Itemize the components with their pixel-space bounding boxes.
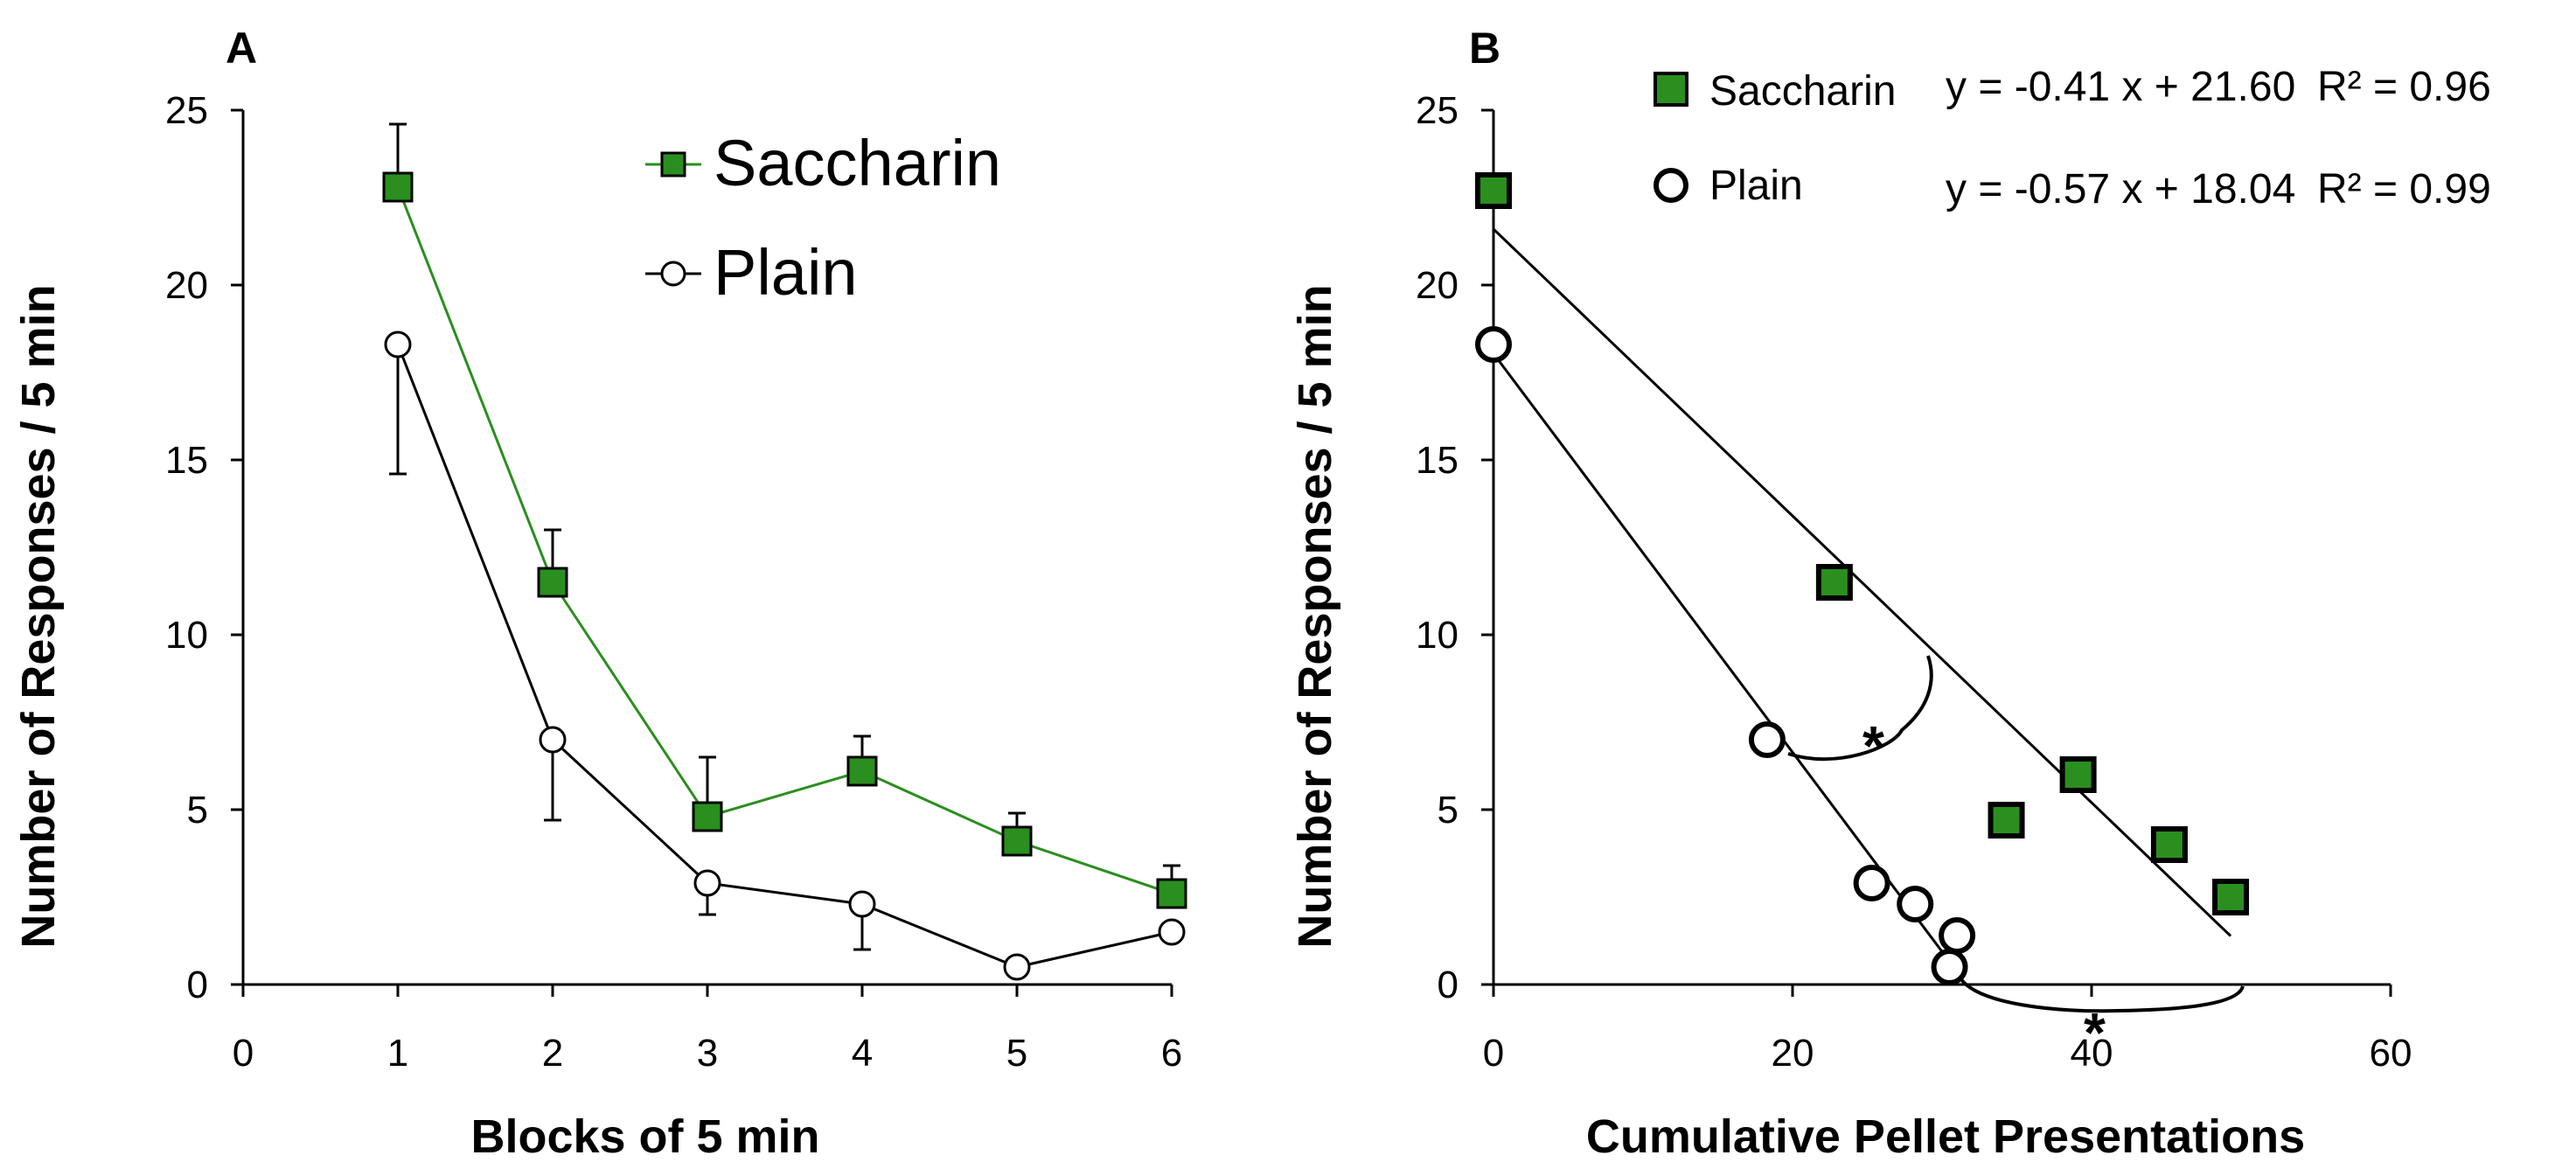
- legend-b-plain-equation: y = -0.57 x + 18.04: [1946, 166, 2295, 212]
- panel-a-y-tick-label: 5: [187, 789, 208, 832]
- panel-a-x-tick-label: 0: [233, 1032, 254, 1075]
- panel-b-y-tick-label: 15: [1416, 439, 1459, 482]
- panel-a-x-tick-label: 4: [852, 1032, 873, 1075]
- panel-a-letter: A: [226, 24, 257, 73]
- panel-b-y-tick-label: 0: [1438, 964, 1459, 1006]
- panel-a-point-plain: [848, 890, 876, 918]
- panel-a-point-saccharin: [1156, 878, 1187, 909]
- legend-saccharin-marker: [660, 151, 686, 177]
- panel-a: A Blocks of 5 min Number of Responses / …: [12, 24, 1187, 1163]
- legend-b-plain-r2: R² = 0.99: [2317, 166, 2491, 212]
- panel-a-y-tick-label: 20: [165, 264, 208, 307]
- panel-a-y-tick-label: 25: [165, 89, 208, 132]
- panel-b-legend: Saccharin y = -0.41 x + 21.60 R² = 0.96 …: [1654, 64, 2491, 212]
- legend-b-plain-marker: [1654, 168, 1688, 203]
- panel-b-fit-line-saccharin: [1492, 227, 2232, 937]
- panel-a-point-plain: [539, 726, 567, 754]
- panel-b-y-axis-title: Number of Responses / 5 min: [1289, 284, 1341, 948]
- panel-a-x-tick-label: 1: [387, 1032, 408, 1075]
- panel-a-series-line-plain: [396, 344, 1173, 969]
- panel-b-x-tick-label: 60: [2370, 1032, 2412, 1075]
- panel-a-point-saccharin: [382, 171, 414, 203]
- panel-b-point-saccharin: [1988, 802, 2025, 838]
- panel-a-point-saccharin: [846, 755, 878, 787]
- panel-b: B Cumulative Pellet Presentations Number…: [1289, 24, 2491, 1163]
- legend-b-saccharin-r2: R² = 0.96: [2317, 64, 2491, 110]
- panel-a-legend: Saccharin Plain: [645, 127, 1001, 309]
- panel-b-point-plain: [1897, 886, 1934, 922]
- legend-plain-label: Plain: [714, 236, 858, 309]
- panel-b-point-plain: [1853, 865, 1890, 901]
- legend-b-saccharin-label: Saccharin: [1709, 68, 1896, 115]
- panel-b-point-plain: [1931, 949, 1968, 985]
- significance-bracket-upper: [1787, 655, 1933, 762]
- panel-b-y-tick-label: 25: [1416, 89, 1459, 132]
- legend-b-saccharin-equation: y = -0.41 x + 21.60: [1946, 64, 2295, 110]
- panel-b-x-tick-label: 0: [1483, 1032, 1504, 1075]
- panel-a-series-line-saccharin: [396, 186, 1173, 895]
- panel-b-point-saccharin: [1815, 564, 1853, 601]
- panel-a-x-tick-label: 2: [542, 1032, 563, 1075]
- panel-b-y-tick-label: 20: [1416, 264, 1459, 307]
- panel-b-x-axis-title: Cumulative Pellet Presentations: [1586, 1110, 2305, 1163]
- panel-b-y-tick-label: 10: [1416, 614, 1459, 657]
- panel-a-point-saccharin: [537, 567, 568, 598]
- panel-a-y-tick-label: 15: [165, 439, 208, 482]
- legend-b-plain-label: Plain: [1709, 163, 1803, 209]
- panel-b-point-plain: [1748, 721, 1786, 758]
- panel-b-point-plain: [1475, 326, 1512, 363]
- panel-b-x-tick-label: 40: [2071, 1032, 2113, 1075]
- panel-b-point-saccharin: [2059, 756, 2097, 793]
- panel-b-letter: B: [1469, 24, 1500, 73]
- panel-b-y-tick-label: 5: [1438, 789, 1459, 832]
- legend-b-saccharin-marker: [1654, 72, 1688, 107]
- panel-a-x-tick-label: 6: [1161, 1032, 1182, 1075]
- panel-a-x-axis-title: Blocks of 5 min: [470, 1110, 819, 1163]
- significance-star-lower: *: [2084, 1001, 2106, 1064]
- panel-b-x-tick-label: 20: [1772, 1032, 1814, 1075]
- panel-a-point-plain: [1158, 918, 1186, 946]
- panel-a-point-saccharin: [692, 801, 723, 832]
- panel-b-significance: * *: [1787, 655, 2245, 1064]
- panel-a-y-tick-label: 10: [165, 614, 208, 657]
- panel-a-point-saccharin: [1001, 825, 1033, 857]
- panel-b-point-saccharin: [2212, 879, 2250, 915]
- panel-a-x-tick-label: 5: [1006, 1032, 1027, 1075]
- panel-b-point-saccharin: [1475, 172, 1512, 209]
- panel-a-point-plain: [693, 869, 721, 897]
- panel-a-point-plain: [1003, 953, 1031, 981]
- panel-b-point-saccharin: [2150, 826, 2188, 863]
- panel-a-y-axis-title: Number of Responses / 5 min: [12, 284, 65, 948]
- panel-b-point-plain: [1939, 917, 1976, 954]
- significance-bracket-lower: [1957, 974, 2245, 1013]
- legend-plain-marker: [660, 261, 686, 287]
- panel-a-y-tick-label: 0: [187, 964, 208, 1006]
- panel-a-x-tick-label: 3: [697, 1032, 718, 1075]
- panel-a-point-plain: [384, 331, 412, 358]
- legend-saccharin-label: Saccharin: [714, 127, 1001, 199]
- significance-star-upper: *: [1862, 714, 1884, 777]
